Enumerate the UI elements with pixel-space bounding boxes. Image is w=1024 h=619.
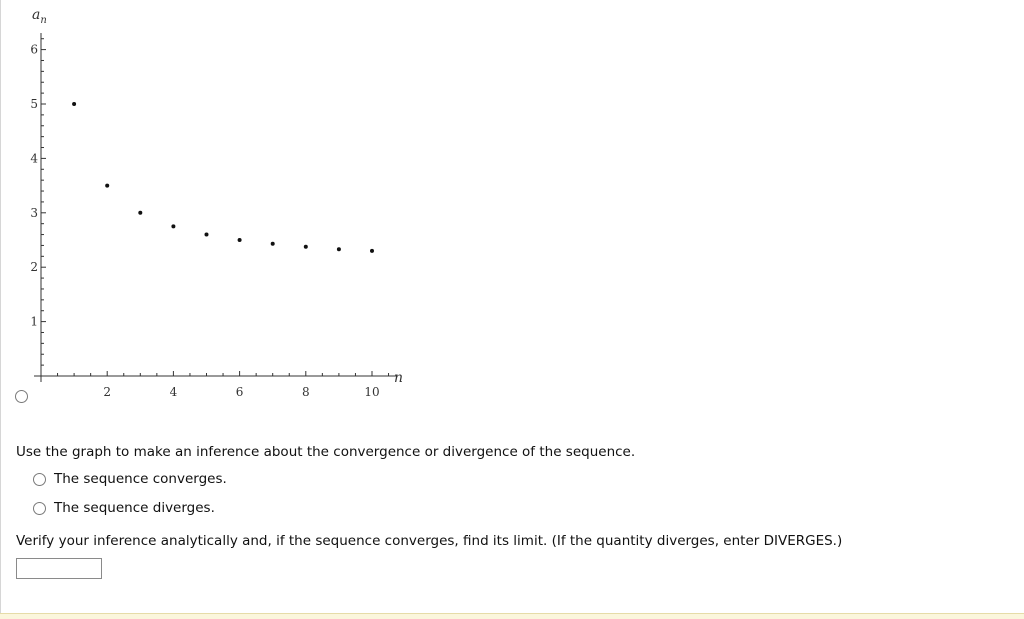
chart-points (72, 102, 374, 253)
option-converges[interactable]: The sequence converges. (33, 471, 227, 487)
question-prompt: Use the graph to make an inference about… (16, 444, 636, 460)
option-diverges[interactable]: The sequence diverges. (33, 500, 215, 516)
option-diverges-label: The sequence diverges. (54, 500, 215, 516)
x-tick-label: 10 (364, 385, 379, 399)
y-tick-label: 4 (30, 151, 38, 165)
data-point (171, 224, 176, 229)
y-tick-label: 1 (30, 315, 38, 329)
x-tick-label: 8 (302, 385, 310, 399)
y-axis-label-subscript: n (40, 15, 46, 26)
x-tick-label: 4 (170, 385, 178, 399)
data-point (204, 232, 209, 237)
y-tick-label: 5 (30, 97, 38, 111)
data-point (370, 248, 374, 253)
graph-option-radio[interactable] (15, 390, 28, 403)
option-diverges-radio[interactable] (33, 501, 46, 515)
bottom-status-bar (0, 613, 1024, 619)
data-point (138, 210, 143, 215)
y-tick-label: 3 (30, 206, 38, 220)
y-tick-label: 6 (30, 43, 38, 57)
data-point (72, 102, 77, 106)
verify-instructions: Verify your inference analytically and, … (16, 533, 843, 549)
x-axis-label: n (394, 370, 403, 386)
chart-axes: ann (32, 7, 403, 386)
x-tick-label: 6 (236, 385, 244, 399)
y-axis-label: an (32, 7, 47, 26)
data-point (303, 244, 308, 249)
x-tick-label: 2 (103, 385, 111, 399)
data-point (237, 238, 242, 242)
data-point (105, 183, 110, 188)
option-converges-radio[interactable] (33, 472, 46, 486)
option-converges-label: The sequence converges. (54, 471, 227, 487)
limit-answer-input[interactable] (16, 558, 102, 579)
data-point (270, 241, 275, 246)
data-point (336, 247, 341, 252)
y-tick-label: 2 (30, 260, 38, 274)
left-border (0, 0, 1, 613)
